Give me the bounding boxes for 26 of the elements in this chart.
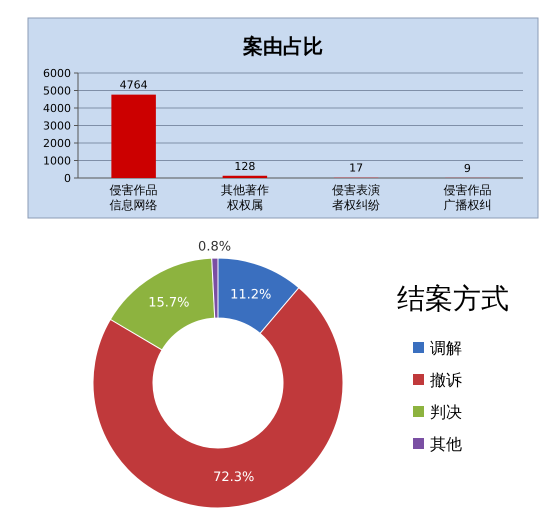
text: 结案方式 (397, 282, 509, 315)
data-label: 128 (234, 160, 256, 173)
data-label: 72.3% (213, 470, 254, 486)
legend-label: 其他 (430, 434, 462, 454)
data-label: 11.2% (230, 287, 272, 302)
data-label: 15.7% (148, 295, 190, 310)
legend-label: 撤诉 (430, 370, 462, 390)
x-tick-label: 侵害作品信息网络 (110, 183, 158, 212)
y-tick-label: 3000 (43, 119, 71, 132)
bar (111, 94, 156, 178)
data-label: 17 (349, 162, 364, 175)
x-tick-label: 侵害表演者权纠纷 (332, 183, 380, 212)
legend-label: 调解 (430, 338, 462, 358)
x-tick-label: 侵害作品广播权纠 (443, 183, 492, 212)
y-tick-label: 4000 (43, 102, 71, 115)
y-tick-label: 5000 (43, 84, 71, 98)
data-label: 0.8% (198, 240, 232, 255)
y-tick-label: 6000 (43, 66, 71, 80)
y-tick-label: 0 (64, 172, 71, 185)
y-tick-label: 2000 (43, 136, 71, 150)
data-label: 4764 (120, 78, 148, 92)
legend-label: 判决 (430, 402, 462, 422)
chart-title: 案由占比 (242, 34, 323, 58)
x-tick-label: 其他著作权权属 (220, 183, 269, 212)
y-tick-label: 1000 (43, 154, 71, 168)
data-label: 9 (464, 162, 471, 175)
